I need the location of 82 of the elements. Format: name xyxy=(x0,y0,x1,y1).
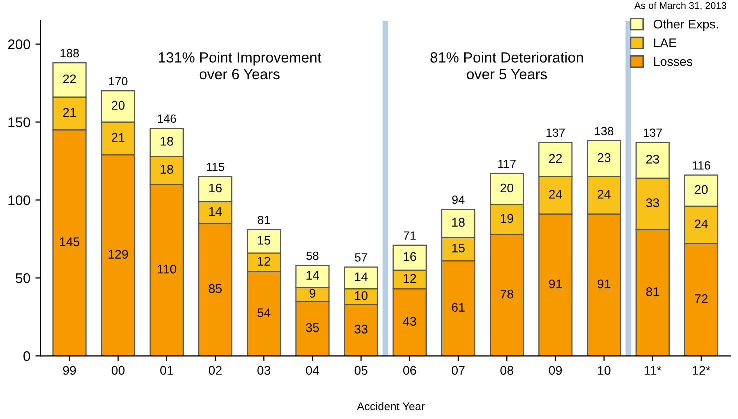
text: As of March 31, 2013 xyxy=(634,2,727,10)
total-label: 117 xyxy=(498,160,516,168)
data-label: 22 xyxy=(63,74,76,84)
x-tick-label: 02 xyxy=(209,366,222,376)
data-label: 61 xyxy=(452,303,465,312)
data-label: 19 xyxy=(501,214,514,224)
data-label: 35 xyxy=(306,323,320,332)
data-label: 24 xyxy=(598,190,611,199)
y-tick-label: 50 xyxy=(16,274,30,284)
x-tick-label: 08 xyxy=(500,366,514,376)
total-label: 81 xyxy=(258,216,270,224)
data-label: 110 xyxy=(158,264,176,274)
legend-label: Other Exps. xyxy=(654,20,718,32)
data-label: 23 xyxy=(646,154,660,164)
total-label: 188 xyxy=(60,49,80,58)
total-label: 71 xyxy=(404,232,416,240)
data-label: 20 xyxy=(112,101,125,110)
y-tick-label: 0 xyxy=(24,351,30,362)
legend-label: LAE xyxy=(654,38,676,48)
data-label: 33 xyxy=(646,198,660,208)
legend-label: Losses xyxy=(654,58,693,66)
data-label: 20 xyxy=(695,185,708,194)
x-tick-label: 04 xyxy=(306,366,320,376)
x-tick-label: 06 xyxy=(403,366,416,376)
total-label: 138 xyxy=(595,127,614,136)
data-label: 10 xyxy=(355,291,368,300)
data-label: 129 xyxy=(108,250,128,259)
data-label: 85 xyxy=(209,284,222,294)
data-label: 12 xyxy=(258,257,270,266)
data-label: 145 xyxy=(60,238,80,246)
y-tick-label: 150 xyxy=(8,118,30,128)
total-label: 146 xyxy=(158,114,176,124)
total-label: 58 xyxy=(306,252,319,260)
data-label: 18 xyxy=(452,218,465,227)
data-label: 33 xyxy=(354,324,368,334)
total-label: 115 xyxy=(207,163,224,172)
data-label: 20 xyxy=(500,184,514,193)
data-label: 21 xyxy=(112,133,125,142)
annotation: 81% Point Deterioration over 5 Years xyxy=(430,52,584,80)
data-label: 9 xyxy=(310,289,316,298)
x-tick-label: 07 xyxy=(452,366,465,376)
data-label: 16 xyxy=(210,184,222,193)
total-label: 57 xyxy=(355,254,368,262)
total-label: 116 xyxy=(692,161,710,170)
data-label: 23 xyxy=(598,153,611,162)
data-label: 14 xyxy=(355,272,368,282)
data-label: 14 xyxy=(306,271,320,280)
data-label: 22 xyxy=(549,154,562,163)
data-label: 91 xyxy=(598,280,611,289)
total-label: 94 xyxy=(452,196,465,204)
y-tick-label: 100 xyxy=(8,196,30,206)
x-tick-label: 00 xyxy=(112,366,125,376)
data-label: 21 xyxy=(63,108,76,117)
data-label: 43 xyxy=(403,317,416,326)
data-label: 14 xyxy=(210,207,222,216)
y-tick-label: 200 xyxy=(8,40,30,50)
data-label: 81 xyxy=(646,288,660,296)
data-label: 15 xyxy=(452,244,465,253)
data-label: 15 xyxy=(258,236,271,245)
total-label: 137 xyxy=(546,128,565,138)
x-tick-label: 03 xyxy=(258,366,271,376)
data-label: 24 xyxy=(695,220,708,228)
data-label: 18 xyxy=(160,165,174,174)
data-label: 54 xyxy=(258,308,271,318)
data-label: 24 xyxy=(549,190,562,199)
data-label: 72 xyxy=(695,294,708,304)
x-tick-label: 10 xyxy=(598,366,611,376)
data-label: 91 xyxy=(549,280,562,289)
x-tick-label: 99 xyxy=(63,366,76,376)
data-label: 78 xyxy=(500,290,514,299)
data-label: 16 xyxy=(404,252,416,262)
annotation: 131% Point Improvement over 6 Years xyxy=(159,52,322,80)
x-tick-label: 01 xyxy=(160,366,174,376)
x-tick-label: 09 xyxy=(549,366,562,376)
x-axis-title: Accident Year xyxy=(357,402,425,411)
x-tick-label: 12* xyxy=(693,366,711,375)
total-label: 137 xyxy=(644,128,662,138)
total-label: 170 xyxy=(109,77,128,86)
x-tick-label: 05 xyxy=(354,366,368,376)
data-label: 18 xyxy=(160,137,174,146)
x-tick-label: 11* xyxy=(644,366,662,375)
data-label: 12 xyxy=(404,274,416,283)
